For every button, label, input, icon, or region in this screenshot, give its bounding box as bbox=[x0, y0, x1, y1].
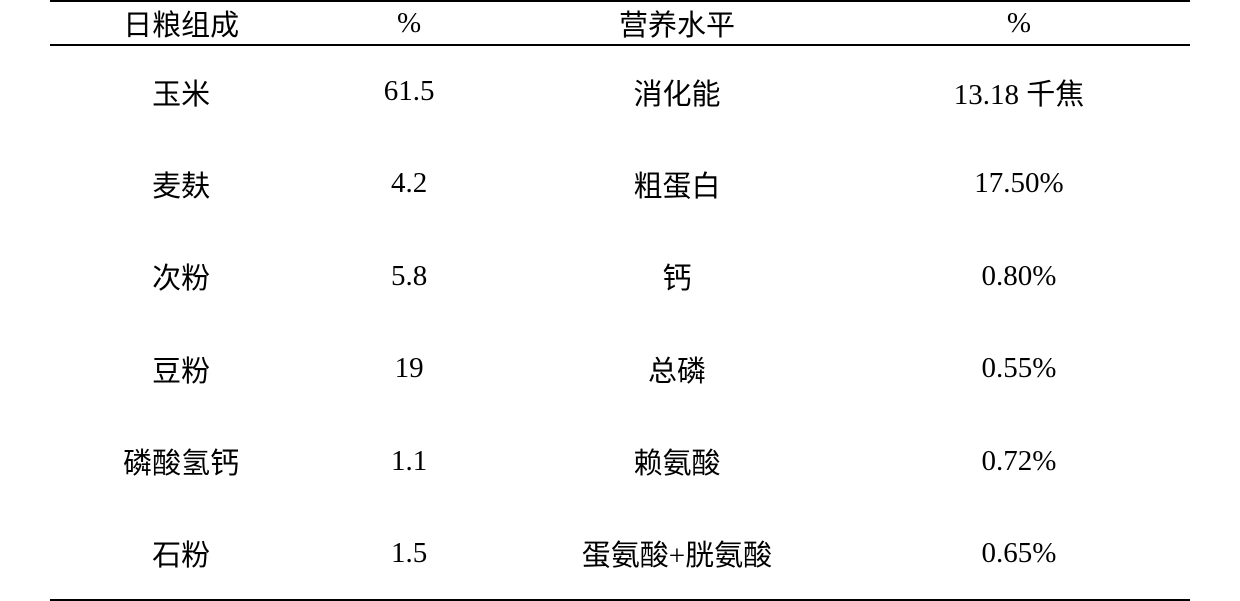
nutrition-table: 日粮组成 % 营养水平 % 玉米 61.5 消化能 13.18 千焦 麦麸 4.… bbox=[50, 0, 1190, 601]
table-container: 日粮组成 % 营养水平 % 玉米 61.5 消化能 13.18 千焦 麦麸 4.… bbox=[0, 0, 1240, 601]
cell-pct: 1.1 bbox=[312, 415, 506, 508]
cell-ingredient: 麦麸 bbox=[50, 138, 312, 231]
cell-nutrient: 蛋氨酸+胱氨酸 bbox=[506, 508, 848, 601]
cell-nutrient: 钙 bbox=[506, 230, 848, 323]
col-header: % bbox=[312, 1, 506, 45]
table-row: 麦麸 4.2 粗蛋白 17.50% bbox=[50, 138, 1190, 231]
table-row: 次粉 5.8 钙 0.80% bbox=[50, 230, 1190, 323]
cell-pct: 19 bbox=[312, 323, 506, 416]
cell-nutrient: 总磷 bbox=[506, 323, 848, 416]
table-row: 玉米 61.5 消化能 13.18 千焦 bbox=[50, 45, 1190, 138]
cell-nutrient: 粗蛋白 bbox=[506, 138, 848, 231]
cell-value: 0.65% bbox=[848, 508, 1190, 601]
cell-ingredient: 豆粉 bbox=[50, 323, 312, 416]
col-header: % bbox=[848, 1, 1190, 45]
cell-value: 0.55% bbox=[848, 323, 1190, 416]
cell-ingredient: 磷酸氢钙 bbox=[50, 415, 312, 508]
table-header-row: 日粮组成 % 营养水平 % bbox=[50, 1, 1190, 45]
cell-pct: 1.5 bbox=[312, 508, 506, 601]
cell-ingredient: 石粉 bbox=[50, 508, 312, 601]
cell-nutrient: 消化能 bbox=[506, 45, 848, 138]
col-header: 日粮组成 bbox=[50, 1, 312, 45]
table-row: 石粉 1.5 蛋氨酸+胱氨酸 0.65% bbox=[50, 508, 1190, 601]
cell-pct: 5.8 bbox=[312, 230, 506, 323]
cell-value: 0.72% bbox=[848, 415, 1190, 508]
table-row: 豆粉 19 总磷 0.55% bbox=[50, 323, 1190, 416]
col-header: 营养水平 bbox=[506, 1, 848, 45]
cell-ingredient: 次粉 bbox=[50, 230, 312, 323]
cell-value: 13.18 千焦 bbox=[848, 45, 1190, 138]
cell-pct: 61.5 bbox=[312, 45, 506, 138]
cell-ingredient: 玉米 bbox=[50, 45, 312, 138]
cell-value: 0.80% bbox=[848, 230, 1190, 323]
table-row: 磷酸氢钙 1.1 赖氨酸 0.72% bbox=[50, 415, 1190, 508]
cell-value: 17.50% bbox=[848, 138, 1190, 231]
cell-pct: 4.2 bbox=[312, 138, 506, 231]
cell-nutrient: 赖氨酸 bbox=[506, 415, 848, 508]
